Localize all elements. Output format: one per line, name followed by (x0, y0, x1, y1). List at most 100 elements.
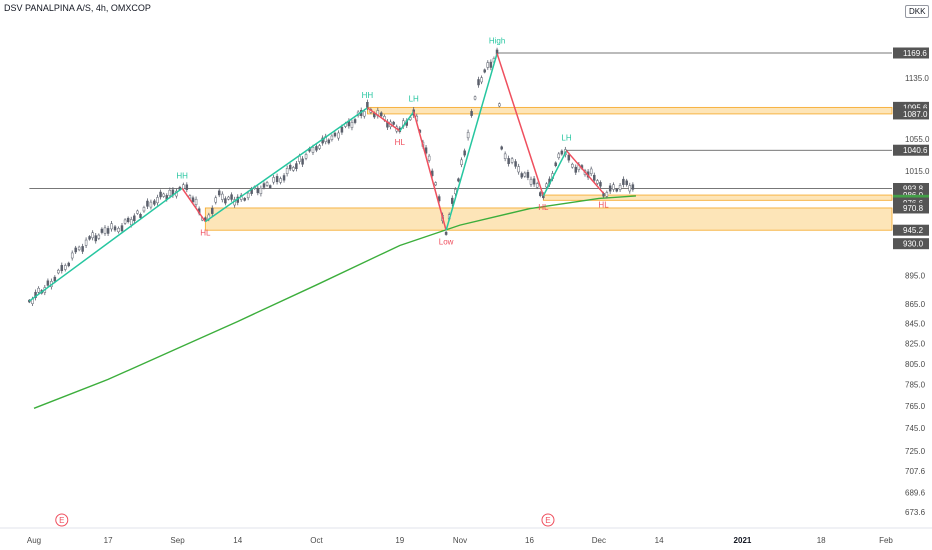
price-bar-body (466, 132, 470, 139)
swing-label-2: HH (362, 91, 374, 100)
price-bar-body (282, 175, 286, 181)
zone-2 (204, 207, 893, 231)
swing-label-4: HL (395, 138, 406, 147)
price-bar-body (256, 187, 260, 194)
price-bar-body (268, 185, 272, 188)
swing-leg-2 (204, 107, 368, 223)
swing-leg-7 (496, 53, 545, 197)
price-bar-body (503, 153, 507, 160)
x-tick-3: 14 (233, 536, 242, 545)
price-bar-body (489, 61, 493, 68)
price-bar-body (529, 178, 533, 185)
price-bar-body (298, 156, 301, 162)
price-bar-body (520, 173, 523, 178)
price-bar-body (444, 231, 448, 235)
y-tick-4: 745.0 (905, 424, 926, 433)
price-bar-body (366, 101, 369, 108)
price-bar-body (625, 180, 628, 185)
price-bar-body (330, 135, 334, 140)
price-tag-label-0: 1169.6 (903, 49, 927, 58)
price-bar-body (622, 178, 625, 185)
swing-label-8: HL (538, 203, 549, 212)
earnings-marker-0 (55, 513, 69, 527)
price-bar-body (224, 198, 227, 204)
price-bar-body (451, 197, 454, 204)
price-bar-body (353, 119, 357, 123)
price-bar-body (295, 163, 298, 169)
price-bar-body (275, 176, 279, 183)
x-tick-7: 16 (525, 536, 534, 545)
swing-leg-8 (542, 150, 568, 197)
price-bar-body (363, 111, 366, 117)
price-bar-body (327, 139, 331, 144)
price-bar-body (259, 188, 263, 194)
price-bar-body (227, 196, 230, 200)
swing-label-5: Low (439, 237, 454, 246)
price-bar-body (142, 207, 146, 212)
price-bar-body (129, 219, 133, 226)
price-bar-body (470, 111, 473, 116)
price-bar-body (311, 147, 315, 153)
price-bar-body (77, 246, 81, 251)
price-bar-body (612, 184, 615, 190)
price-bar-body (149, 201, 153, 208)
price-bar-body (571, 163, 574, 168)
price-bar-body (593, 174, 596, 181)
x-tick-2: Sep (170, 536, 185, 545)
price-tag-8 (893, 202, 929, 214)
price-bar-body (84, 239, 88, 246)
price-bar-body (301, 158, 304, 165)
price-bar-body (211, 207, 214, 214)
y-tick-1: 689.6 (905, 488, 926, 497)
x-tick-6: Nov (453, 536, 467, 545)
y-tick-14: 1135.0 (905, 74, 929, 83)
price-tag-0 (893, 47, 929, 59)
price-bar-body (427, 155, 431, 161)
price-bar-body (457, 178, 460, 182)
price-bar-body (463, 150, 466, 156)
price-bar-body (350, 122, 354, 128)
currency-badge[interactable]: DKK (905, 5, 930, 18)
price-bar-body (153, 200, 156, 205)
price-bar-body (631, 184, 635, 190)
price-bar-body (605, 192, 609, 197)
price-tag-10 (893, 238, 929, 250)
price-bar-body (480, 77, 483, 83)
price-bar-body (315, 146, 318, 151)
price-bar-body (64, 265, 67, 270)
price-bar-body (304, 154, 308, 159)
price-bar-body (483, 69, 486, 73)
x-tick-0: Aug (27, 536, 41, 545)
earnings-marker-label-0: E (59, 516, 64, 525)
zone-0 (366, 106, 893, 115)
moving-average-line (33, 195, 637, 409)
price-bar-body (608, 185, 612, 192)
y-tick-7: 805.0 (905, 360, 926, 369)
price-tag-label-8: 970.8 (903, 204, 924, 213)
price-bar-body (230, 194, 233, 200)
price-tag-label-1: 1095.6 (903, 103, 928, 112)
price-bars (28, 47, 635, 306)
price-bar-body (589, 168, 593, 174)
price-bar-body (88, 236, 91, 240)
price-tag-9 (893, 224, 929, 236)
price-tag-label-3: 1040.6 (903, 146, 928, 155)
price-bar-body (477, 79, 480, 86)
price-bar-body (162, 193, 165, 197)
price-bar-body (70, 252, 74, 259)
price-bar-body (615, 188, 619, 192)
price-tag-label-4: 993.8 (903, 184, 924, 193)
price-bar-body (434, 182, 437, 186)
price-bar-body (156, 197, 159, 204)
swing-label-9: HL (598, 200, 609, 209)
price-bar-body (117, 228, 120, 233)
price-bar-body (526, 172, 530, 178)
price-bar-body (628, 185, 632, 192)
y-tick-6: 785.0 (905, 381, 926, 390)
price-bar-body (106, 228, 110, 234)
price-bar-body (159, 191, 162, 198)
price-bar-body (340, 126, 344, 133)
x-tick-5: 19 (395, 536, 404, 545)
y-tick-8: 825.0 (905, 339, 926, 348)
